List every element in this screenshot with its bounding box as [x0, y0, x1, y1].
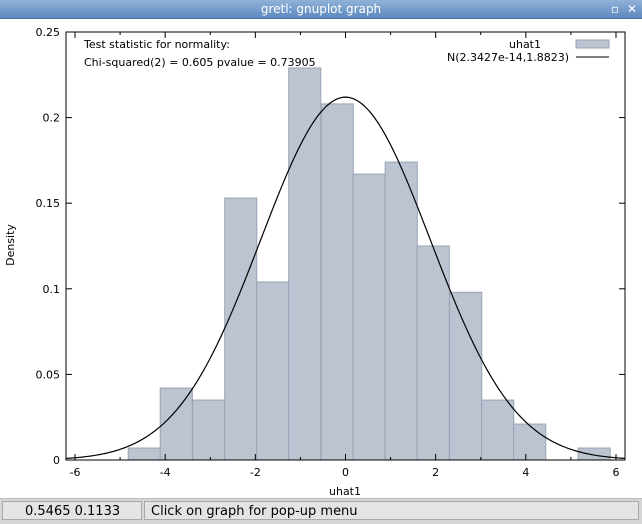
- y-axis-label: Density: [4, 224, 17, 266]
- annotation-line-1: Test statistic for normality:: [83, 38, 230, 51]
- histogram-bar: [577, 447, 611, 461]
- legend-label-normal: N(2.3427e-14,1.8823): [447, 51, 569, 64]
- legend-swatch-histogram: [575, 39, 610, 49]
- minimize-icon[interactable]: ▫: [610, 2, 620, 16]
- histogram-bar: [320, 103, 354, 461]
- histogram-bar: [288, 67, 322, 461]
- y-tick-label: 0.15: [36, 197, 61, 210]
- status-message: Click on graph for pop-up menu: [144, 501, 639, 520]
- x-tick-label: 0: [342, 466, 349, 479]
- x-tick-label: -6: [70, 466, 81, 479]
- legend-label-histogram: uhat1: [509, 38, 541, 51]
- histogram-bar: [513, 423, 547, 461]
- histogram-bar: [481, 399, 515, 461]
- histogram-bar: [384, 161, 418, 461]
- graph-area[interactable]: -6 -4 -2 0 2 4 6 0 0.05 0.1 0.15 0.2 0.25 Test stati…: [0, 19, 642, 498]
- x-tick-label: -4: [160, 466, 171, 479]
- x-axis-label: uhat1: [329, 485, 361, 498]
- histogram-bar: [192, 399, 226, 461]
- histogram-bar: [449, 291, 483, 461]
- coordinates-readout: 0.5465 0.1133: [2, 501, 142, 520]
- histogram-bar: [127, 447, 161, 461]
- window-titlebar: gretl: gnuplot graph ▫ ✕: [0, 0, 642, 19]
- close-icon[interactable]: ✕: [626, 2, 638, 16]
- y-tick-label: 0.1: [43, 283, 61, 296]
- status-bar: 0.5465 0.1133 Click on graph for pop-up …: [0, 498, 642, 524]
- histogram-bar: [159, 387, 193, 461]
- y-tick-label: 0.2: [43, 112, 61, 125]
- y-tick-label: 0.25: [36, 26, 61, 39]
- histogram-bar: [416, 245, 450, 461]
- x-tick-label: 4: [522, 466, 529, 479]
- x-tick-label: -2: [250, 466, 261, 479]
- window-title: gretl: gnuplot graph: [260, 2, 382, 16]
- histogram-bar: [224, 197, 258, 461]
- histogram-chart[interactable]: -6 -4 -2 0 2 4 6 0 0.05 0.1 0.15 0.2 0.25 Test stati…: [0, 19, 642, 498]
- y-tick-label: 0.05: [36, 368, 61, 381]
- histogram-bar: [352, 173, 386, 461]
- x-tick-label: 2: [432, 466, 439, 479]
- x-tick-label: 6: [612, 466, 619, 479]
- y-tick-label: 0: [53, 454, 60, 467]
- normal-density-curve: [65, 96, 626, 459]
- annotation-line-2: Chi-squared(2) = 0.605 pvalue = 0.73905: [84, 56, 316, 69]
- histogram-bar: [256, 281, 290, 461]
